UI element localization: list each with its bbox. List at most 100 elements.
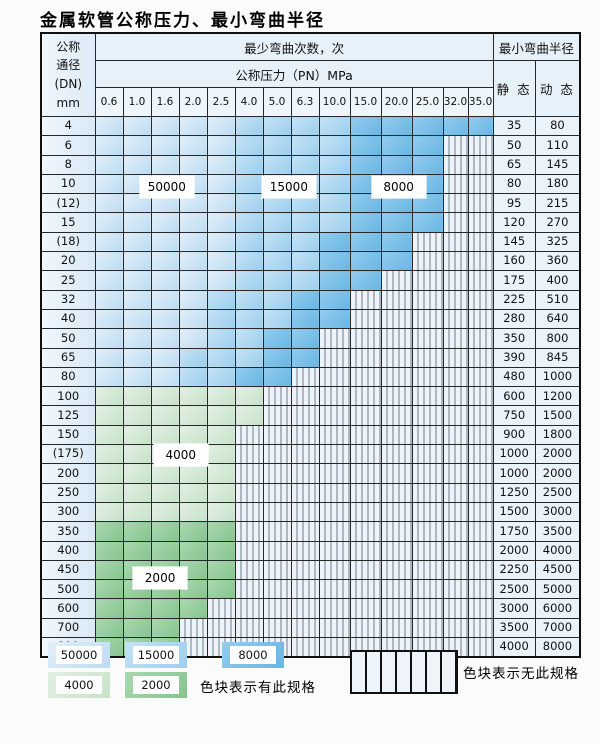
spec-cell-unavailable xyxy=(442,521,469,542)
spec-cell-available xyxy=(318,289,351,310)
table-row: 350 1750 3500 xyxy=(40,521,581,542)
spec-cell-available xyxy=(234,405,264,426)
spec-cell-available xyxy=(178,540,208,561)
spec-cell-unavailable xyxy=(349,521,382,542)
pressure-tick: 35.0 xyxy=(467,87,494,117)
spec-cell-unavailable xyxy=(290,405,320,426)
spec-cell-available xyxy=(467,115,494,137)
dn-cell: 65 xyxy=(40,347,96,368)
pressure-tick: 10.0 xyxy=(318,87,351,117)
static-value-cell: 480 xyxy=(492,366,536,388)
spec-cell-unavailable xyxy=(206,637,236,658)
zone-label: 8000 xyxy=(371,176,426,199)
spec-cell-unavailable xyxy=(411,559,444,581)
spec-cell-unavailable xyxy=(467,135,494,156)
spec-cell-unavailable xyxy=(411,328,444,349)
spec-cell-available xyxy=(178,115,208,137)
spec-cell-available xyxy=(150,115,180,137)
spec-cell-unavailable xyxy=(380,617,413,639)
spec-cell-available xyxy=(442,115,469,137)
legend-unavailable-text: 色块表示无此规格 xyxy=(463,666,579,682)
spec-cell-available xyxy=(150,154,180,175)
legend-available-text: 色块表示有此规格 xyxy=(200,680,316,696)
spec-cell-available xyxy=(178,270,208,291)
static-value-cell: 145 xyxy=(492,231,536,253)
spec-cell-available xyxy=(122,424,152,446)
static-value-cell: 35 xyxy=(492,115,536,137)
spec-cell-available xyxy=(411,154,444,175)
spec-cell-available xyxy=(234,386,264,407)
spec-cell-unavailable xyxy=(349,328,382,349)
dynamic-value-cell: 270 xyxy=(534,212,581,233)
spec-cell-available xyxy=(206,463,236,484)
spec-cell-available xyxy=(122,115,152,137)
dn-cell: 32 xyxy=(40,289,96,310)
spec-cell-available xyxy=(122,270,152,291)
spec-cell-available xyxy=(122,251,152,272)
spec-cell-available xyxy=(318,135,351,156)
pressure-tick: 5.0 xyxy=(262,87,292,117)
dn-cell: 10 xyxy=(40,173,96,195)
static-value-cell: 3000 xyxy=(492,598,536,619)
spec-cell-unavailable xyxy=(318,366,351,388)
spec-cell-unavailable xyxy=(349,617,382,639)
spec-cell-available xyxy=(94,521,124,542)
dynamic-value-cell: 180 xyxy=(534,173,581,195)
spec-cell-available xyxy=(122,308,152,330)
spec-cell-unavailable xyxy=(349,598,382,619)
spec-cell-unavailable xyxy=(349,482,382,503)
spec-cell-unavailable xyxy=(467,463,494,484)
spec-cell-available xyxy=(122,193,152,214)
table-row: 200 1000 2000 xyxy=(40,463,581,484)
spec-cell-unavailable xyxy=(262,463,292,484)
dynamic-value-cell: 3000 xyxy=(534,501,581,523)
table-row: 150 900 1800 xyxy=(40,424,581,446)
spec-cell-available xyxy=(122,598,152,619)
dynamic-value-cell: 2500 xyxy=(534,482,581,503)
spec-cell-available xyxy=(178,463,208,484)
spec-cell-available xyxy=(206,540,236,561)
spec-cell-available xyxy=(178,598,208,619)
spec-cell-unavailable xyxy=(467,540,494,561)
spec-cell-unavailable xyxy=(234,598,264,619)
spec-cell-available xyxy=(290,115,320,137)
dynamic-value-cell: 7000 xyxy=(534,617,581,639)
spec-cell-unavailable xyxy=(411,501,444,523)
table-row: (12) 95 215 xyxy=(40,193,581,214)
pressure-tick: 1.0 xyxy=(122,87,152,117)
spec-cell-unavailable xyxy=(206,598,236,619)
spec-cell-available xyxy=(94,115,124,137)
spec-cell-available xyxy=(206,154,236,175)
spec-cell-unavailable xyxy=(290,637,320,658)
spec-cell-available xyxy=(206,579,236,600)
dn-header-line2: 通径 xyxy=(56,58,81,73)
spec-cell-unavailable xyxy=(467,598,494,619)
spec-cell-unavailable xyxy=(234,444,264,465)
spec-cell-unavailable xyxy=(318,598,351,619)
legend-swatch-2000: 2000 xyxy=(125,672,187,698)
dn-header-line4: mm xyxy=(56,95,80,110)
spec-cell-available xyxy=(380,154,413,175)
spec-cell-unavailable xyxy=(349,501,382,523)
spec-cell-available xyxy=(122,444,152,465)
spec-cell-available xyxy=(94,289,124,310)
legend-swatch-label: 4000 xyxy=(56,676,102,694)
spec-cell-unavailable xyxy=(380,328,413,349)
spec-cell-available xyxy=(122,328,152,349)
dn-cell: 15 xyxy=(40,212,96,233)
static-value-cell: 600 xyxy=(492,386,536,407)
spec-cell-available xyxy=(234,135,264,156)
spec-cell-available xyxy=(380,193,413,214)
spec-cell-unavailable xyxy=(318,405,351,426)
spec-cell-unavailable xyxy=(467,617,494,639)
spec-cell-available xyxy=(94,328,124,349)
table-row: 300 1500 3000 xyxy=(40,501,581,523)
table-row: 20 160 360 xyxy=(40,251,581,272)
spec-cell-available xyxy=(262,251,292,272)
spec-cell-unavailable xyxy=(290,521,320,542)
static-value-cell: 1000 xyxy=(492,444,536,465)
spec-cell-available xyxy=(206,501,236,523)
spec-cell-unavailable xyxy=(442,501,469,523)
table-row: 250 1250 2500 xyxy=(40,482,581,503)
spec-cell-unavailable xyxy=(318,521,351,542)
